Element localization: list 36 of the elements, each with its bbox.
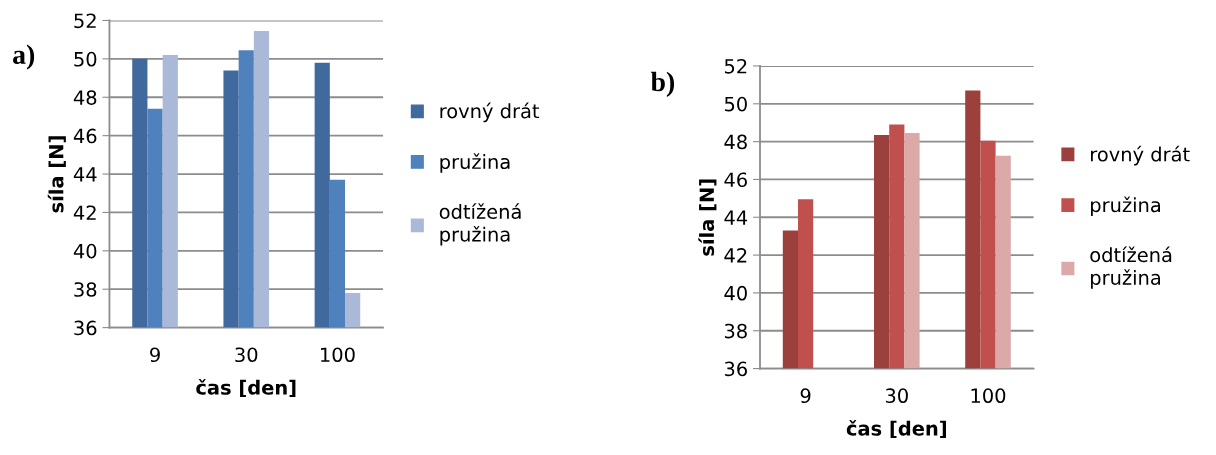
y-tick-label: 44 — [73, 167, 97, 182]
y-tick-label: 42 — [73, 205, 96, 220]
y-tick-label: 46 — [73, 128, 97, 144]
y-tick-label: 44 — [724, 210, 748, 225]
x-tick-label: 9 — [150, 347, 160, 363]
text: b) — [650, 71, 675, 97]
y-tick-label: 36 — [74, 320, 97, 336]
x-tick-label: 9 — [800, 388, 811, 404]
y-tick-label: 50 — [724, 96, 747, 112]
y-tick-label: 40 — [73, 243, 97, 259]
x-tick-label: 30 — [235, 347, 258, 363]
legend-label: rovný drát — [1091, 145, 1190, 166]
legend-label: odtížená pružina — [439, 203, 521, 246]
legend-label: pružina — [1091, 196, 1161, 217]
x-tick-label: 100 — [971, 388, 1006, 404]
y-tick-label: 38 — [74, 282, 97, 297]
x-tick-label: 30 — [885, 388, 908, 404]
y-tick-label: 46 — [724, 172, 747, 188]
y-axis-title: síla [N] — [698, 179, 717, 256]
y-tick-label: 48 — [724, 134, 747, 150]
y-tick-label: 52 — [74, 13, 96, 29]
x-tick-label: 100 — [321, 347, 355, 363]
legend-label: rovný drát — [440, 102, 540, 123]
y-tick-label: 50 — [74, 51, 97, 67]
y-tick-label: 52 — [724, 58, 747, 74]
y-tick-label: 38 — [724, 323, 747, 339]
legend-label: odtížená pružina — [1090, 246, 1172, 289]
legend-label: pružina — [440, 153, 510, 173]
y-axis-title: síla [N] — [47, 136, 66, 213]
y-tick-label: 48 — [73, 90, 97, 105]
text: a) — [13, 44, 35, 70]
y-tick-label: 42 — [724, 248, 747, 263]
y-tick-label: 40 — [724, 285, 747, 301]
y-tick-label: 36 — [724, 361, 747, 377]
x-axis-title: čas [den] — [846, 419, 946, 439]
x-axis-title: čas [den] — [196, 378, 296, 398]
